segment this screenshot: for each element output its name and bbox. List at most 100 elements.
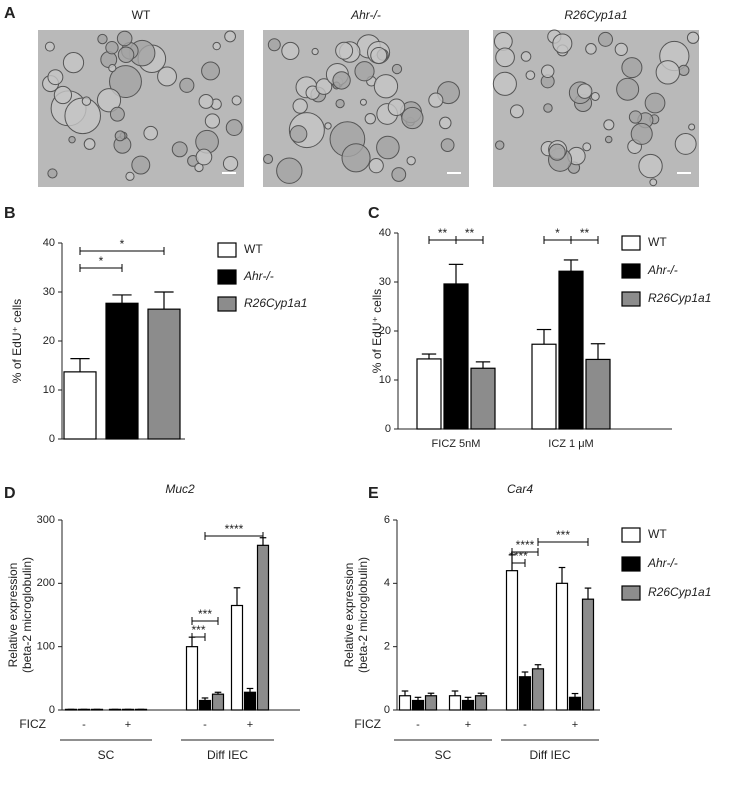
organoid [143,125,158,141]
organoid [509,104,524,119]
bar [518,676,532,711]
y-axis-label: (beta-2 microglobulin) [20,557,34,673]
y-tick-label: 30 [43,286,55,298]
bar [581,598,595,711]
sig-label: * [555,226,560,240]
legend-swatch [217,296,237,312]
organoid [114,130,126,142]
bar [461,699,475,711]
error-bar [448,263,464,284]
x-tick-label: + [465,719,471,731]
error-bar [154,291,174,310]
panel-letter: A [4,5,16,22]
organoid [614,42,628,56]
organoid [83,138,96,150]
legend-label: R26Cyp1a1 [648,291,711,305]
error-bar [477,692,485,696]
image-label: R26Cyp1a1 [564,8,627,22]
organoid [401,106,424,130]
sig-label: * [99,254,104,268]
bar [256,544,270,711]
sig-label: ** [438,226,448,240]
error-bar [475,361,491,369]
x-tick-label: - [416,719,420,731]
organoid [62,52,85,74]
error-bar [401,690,409,696]
group-label: SC [435,748,452,762]
bar [416,358,442,430]
organoid [212,41,221,51]
organoid [628,110,643,124]
y-tick-label: 20 [43,335,55,347]
error-bar [233,587,241,606]
sig-label: **** [225,522,244,536]
chart-title: Car4 [507,482,533,496]
row-label: FICZ [354,717,381,731]
organoid [335,98,345,109]
error-bar [536,328,552,345]
error-bar [584,587,592,600]
legend-swatch [621,585,641,601]
organoid [96,88,122,113]
legend-label: Ahr-/- [647,556,678,570]
sig-label: * [120,237,125,251]
error-bar [421,353,437,359]
organoid [376,135,400,160]
legend-swatch [217,242,237,258]
organoid [354,61,375,82]
organoid [359,98,367,106]
organoid [678,64,690,77]
legend-label: WT [244,242,263,256]
organoid [231,95,242,106]
group-label: SC [98,748,115,762]
organoid [117,46,135,64]
error-bar [451,690,459,696]
sig-label: *** [191,623,205,637]
y-tick-label: 10 [43,384,55,396]
organoid [332,71,351,90]
organoid [604,135,613,144]
organoid [281,41,300,60]
organoid [201,61,220,81]
organoid [225,119,243,136]
error-bar [246,687,254,693]
bar [448,695,462,711]
organoid [582,142,592,152]
panel-letter: D [4,485,16,502]
organoid [525,70,536,81]
organoid [543,103,553,113]
organoid [688,123,696,131]
organoid [368,158,384,174]
error-bar [571,692,579,698]
legend-swatch [217,269,237,285]
legend-label: Ahr-/- [647,263,678,277]
organoid [391,167,407,182]
legend-swatch [621,235,641,251]
organoid [292,98,308,114]
y-tick-label: 0 [385,423,391,435]
image-label: Ahr-/- [350,8,381,22]
y-tick-label: 4 [384,577,390,589]
row-label: FICZ [19,717,46,731]
y-axis-label: % of EdU⁺ cells [370,289,384,373]
organoid [267,38,281,52]
y-tick-label: 0 [384,704,390,716]
error-bar [70,358,90,372]
organoid [495,47,515,68]
bar [198,699,212,711]
y-tick-label: 10 [379,374,391,386]
bar [147,308,181,440]
error-bar [563,259,579,272]
organoid [108,64,117,73]
error-bar [590,343,606,360]
y-tick-label: 40 [379,227,391,239]
x-tick-label: - [82,719,86,731]
error-bar [427,692,435,696]
organoid [179,77,195,93]
organoid [520,51,532,62]
organoid [131,155,151,175]
error-bar [214,691,222,695]
panel-letter: C [368,205,380,222]
organoid [315,78,333,95]
x-tick-label: ICZ 1 μM [548,438,593,450]
